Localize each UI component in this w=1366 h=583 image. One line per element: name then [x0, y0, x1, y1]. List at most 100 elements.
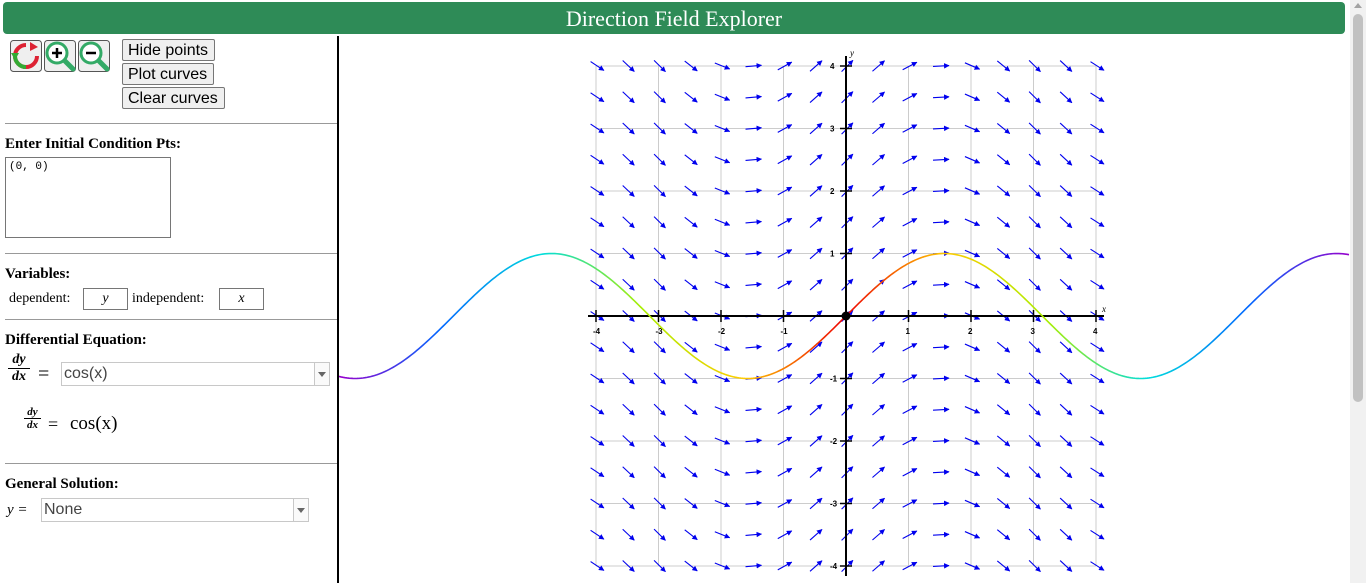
slope-arrow — [902, 374, 918, 383]
slope-arrow — [1090, 186, 1105, 196]
slope-arrow — [622, 560, 635, 572]
slope-arrow — [1090, 373, 1105, 384]
slope-arrow — [841, 91, 854, 104]
slope-arrow — [841, 466, 854, 479]
x-tick-label: -4 — [593, 327, 601, 336]
initial-conditions-input[interactable]: (0, 0) — [5, 157, 171, 238]
slope-arrow — [932, 469, 950, 475]
slope-arrow — [964, 343, 981, 351]
slope-arrow — [1059, 278, 1073, 291]
slope-arrow — [777, 342, 793, 352]
chevron-down-icon[interactable] — [314, 363, 329, 385]
slope-arrow — [1090, 92, 1105, 103]
slope-arrow — [872, 560, 885, 572]
slope-arrow — [1090, 248, 1105, 259]
slope-arrow — [590, 217, 605, 228]
slope-arrow — [996, 123, 1011, 134]
slope-arrow — [996, 60, 1011, 72]
zoom-out-icon[interactable] — [78, 40, 110, 72]
slope-arrow — [932, 344, 950, 350]
slope-arrow — [653, 497, 666, 510]
direction-field-graph[interactable]: x y -4 -3 -2 -1 1 2 3 4 -4 -3 -2 -1 1 2 3 4 — [339, 36, 1350, 583]
slope-arrow — [622, 122, 635, 135]
slope-arrow — [745, 250, 763, 256]
general-solution-select[interactable]: None — [41, 498, 309, 522]
slope-arrow — [1028, 216, 1041, 229]
slope-arrow — [684, 498, 698, 509]
slope-arrow — [684, 123, 698, 134]
slope-arrow — [684, 341, 698, 353]
scrollbar[interactable] — [1350, 0, 1366, 583]
slope-arrow — [622, 153, 635, 166]
slope-arrow — [809, 154, 823, 166]
y-tick-label: 4 — [830, 62, 835, 71]
slope-arrow — [590, 467, 605, 478]
initial-condition-point[interactable] — [841, 311, 851, 321]
slope-arrow — [653, 247, 666, 260]
slope-arrow — [1090, 561, 1105, 571]
slope-arrow — [653, 153, 666, 166]
slope-arrow — [932, 219, 950, 225]
slope-arrow — [684, 529, 698, 541]
slope-arrow — [996, 341, 1011, 353]
hide-points-button[interactable]: Hide points — [122, 39, 215, 61]
slope-arrow — [932, 188, 950, 194]
slope-arrow — [902, 93, 918, 102]
slope-arrow — [1028, 247, 1041, 260]
slope-arrow — [777, 467, 793, 477]
slope-arrow — [964, 562, 981, 570]
slope-arrow — [932, 531, 950, 538]
slope-arrow — [745, 219, 763, 225]
slope-arrow — [841, 153, 854, 166]
slope-arrow — [590, 373, 605, 384]
slope-arrow — [622, 185, 635, 197]
equation-select[interactable]: cos(x) — [61, 362, 330, 386]
slope-arrow — [777, 217, 793, 227]
slope-arrow — [684, 185, 698, 197]
slope-arrow — [964, 187, 981, 195]
scrollbar-thumb[interactable] — [1353, 14, 1363, 402]
slope-arrow — [653, 466, 666, 479]
slope-arrow — [745, 531, 763, 538]
slope-arrow — [809, 60, 823, 72]
slope-arrow — [872, 404, 885, 416]
scroll-up-icon[interactable] — [1354, 3, 1362, 8]
slope-arrow — [714, 531, 731, 539]
equals-sign: = — [38, 363, 50, 385]
x-tick-label: 3 — [1031, 327, 1036, 336]
slope-arrow — [622, 247, 635, 260]
slope-arrow — [684, 91, 698, 103]
y-tick-label: 3 — [830, 125, 835, 134]
slope-arrow — [714, 406, 731, 414]
zoom-in-icon[interactable] — [44, 40, 76, 72]
slope-arrow — [714, 562, 731, 570]
plot-curves-button[interactable]: Plot curves — [122, 63, 214, 85]
slope-arrow — [996, 216, 1011, 228]
dependent-variable-input[interactable]: y — [83, 288, 128, 310]
reset-view-icon[interactable] — [10, 40, 42, 72]
slope-arrow — [714, 281, 731, 289]
slope-arrow — [964, 406, 981, 414]
slope-arrows — [590, 59, 1105, 573]
slope-arrow — [653, 278, 666, 291]
slope-arrow — [714, 218, 731, 226]
panel-divider — [337, 36, 339, 583]
slope-arrow — [1059, 216, 1073, 229]
slope-arrow — [809, 247, 823, 260]
clear-curves-button[interactable]: Clear curves — [122, 87, 225, 109]
slope-arrow — [590, 498, 605, 509]
slope-arrow — [590, 342, 605, 353]
chevron-down-icon[interactable] — [293, 499, 308, 521]
slope-arrow — [902, 530, 918, 539]
x-axis-label: x — [1101, 304, 1106, 314]
slope-arrow — [1059, 247, 1073, 260]
slope-arrow — [714, 343, 731, 351]
slope-arrow — [745, 500, 763, 506]
slope-arrow — [1059, 435, 1073, 447]
independent-variable-input[interactable]: x — [219, 288, 264, 310]
slope-arrow — [590, 186, 605, 196]
slope-arrow — [964, 531, 981, 539]
slope-arrow — [684, 373, 698, 384]
slope-arrow — [1090, 342, 1105, 353]
slope-arrow — [1059, 466, 1073, 479]
